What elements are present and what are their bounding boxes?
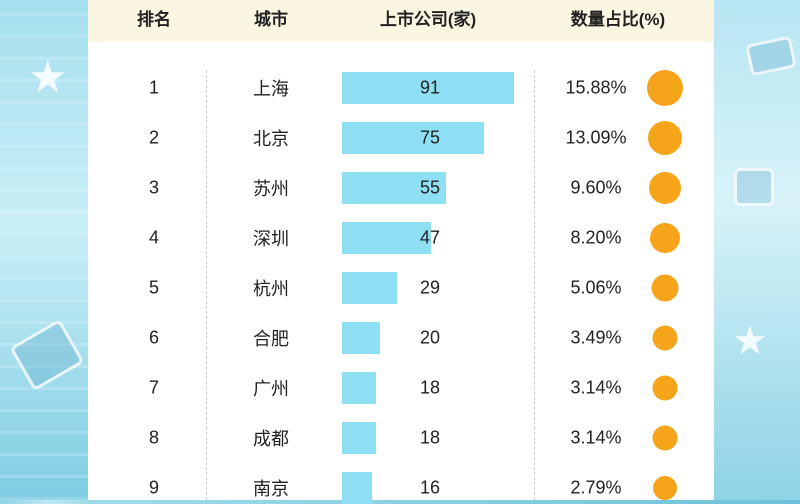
share-cell: 8.20%: [570, 227, 622, 248]
right-decorative-background: ★: [712, 0, 800, 500]
value-bar: [342, 472, 372, 504]
share-cell: 3.49%: [570, 327, 622, 348]
rank-cell: 7: [148, 377, 160, 398]
share-dot: [651, 274, 679, 302]
header-rank: 排名: [137, 10, 171, 29]
value-bar: [342, 72, 514, 104]
value-label: 29: [419, 277, 441, 298]
rank-cell: 9: [148, 477, 160, 498]
value-bar: [342, 272, 397, 304]
header-city: 城市: [254, 10, 288, 29]
city-cell: 广州: [253, 379, 289, 399]
city-cell: 苏州: [253, 179, 289, 199]
value-bar: [342, 372, 376, 404]
rank-cell: 8: [148, 427, 160, 448]
share-cell: 9.60%: [570, 177, 622, 198]
ranking-table: 排名 城市 上市公司(家) 数量占比(%) 1 上海 91 15.88% 2 北京 75 13…: [88, 0, 714, 504]
tile-icon: [734, 168, 774, 206]
city-cell: 合肥: [253, 329, 289, 349]
column-divider: [206, 70, 207, 500]
rank-cell: 3: [148, 177, 160, 198]
share-cell: 3.14%: [570, 377, 622, 398]
value-label: 18: [419, 427, 441, 448]
left-decorative-background: ★: [0, 0, 90, 500]
rank-cell: 4: [148, 227, 160, 248]
city-cell: 成都: [253, 429, 289, 449]
column-divider: [534, 70, 535, 500]
rank-cell: 5: [148, 277, 160, 298]
share-cell: 5.06%: [570, 277, 622, 298]
share-cell: 3.14%: [570, 427, 622, 448]
table-header: 排名 城市 上市公司(家) 数量占比(%): [88, 0, 714, 42]
star-icon: ★: [732, 319, 768, 363]
value-bar: [342, 222, 431, 254]
city-cell: 上海: [253, 79, 289, 99]
value-label: 20: [419, 327, 441, 348]
card-icon: [745, 35, 797, 77]
envelope-icon: [9, 318, 85, 392]
rank-cell: 6: [148, 327, 160, 348]
share-cell: 2.79%: [570, 477, 622, 498]
value-bar: [342, 172, 446, 204]
value-bar: [342, 422, 376, 454]
share-cell: 15.88%: [565, 77, 627, 98]
share-dot: [652, 375, 678, 401]
value-label: 75: [419, 127, 441, 148]
header-companies: 上市公司(家): [379, 10, 477, 29]
rank-cell: 1: [148, 77, 160, 98]
value-label: 55: [419, 177, 441, 198]
city-cell: 南京: [253, 479, 289, 499]
city-cell: 杭州: [253, 279, 289, 299]
value-bar: [342, 122, 484, 154]
star-icon: ★: [28, 53, 68, 102]
value-label: 18: [419, 377, 441, 398]
rank-cell: 2: [148, 127, 160, 148]
share-cell: 13.09%: [565, 127, 627, 148]
city-cell: 深圳: [253, 229, 289, 249]
share-dot: [648, 121, 682, 155]
value-label: 47: [419, 227, 441, 248]
value-bar: [342, 322, 380, 354]
value-label: 91: [419, 77, 441, 98]
share-dot: [649, 172, 681, 204]
header-share: 数量占比(%): [570, 10, 666, 29]
city-cell: 北京: [253, 129, 289, 149]
share-dot: [652, 325, 678, 351]
share-dot: [652, 425, 678, 451]
value-label: 16: [419, 477, 441, 498]
share-dot: [653, 476, 677, 500]
share-dot: [647, 70, 683, 106]
share-dot: [650, 223, 680, 253]
